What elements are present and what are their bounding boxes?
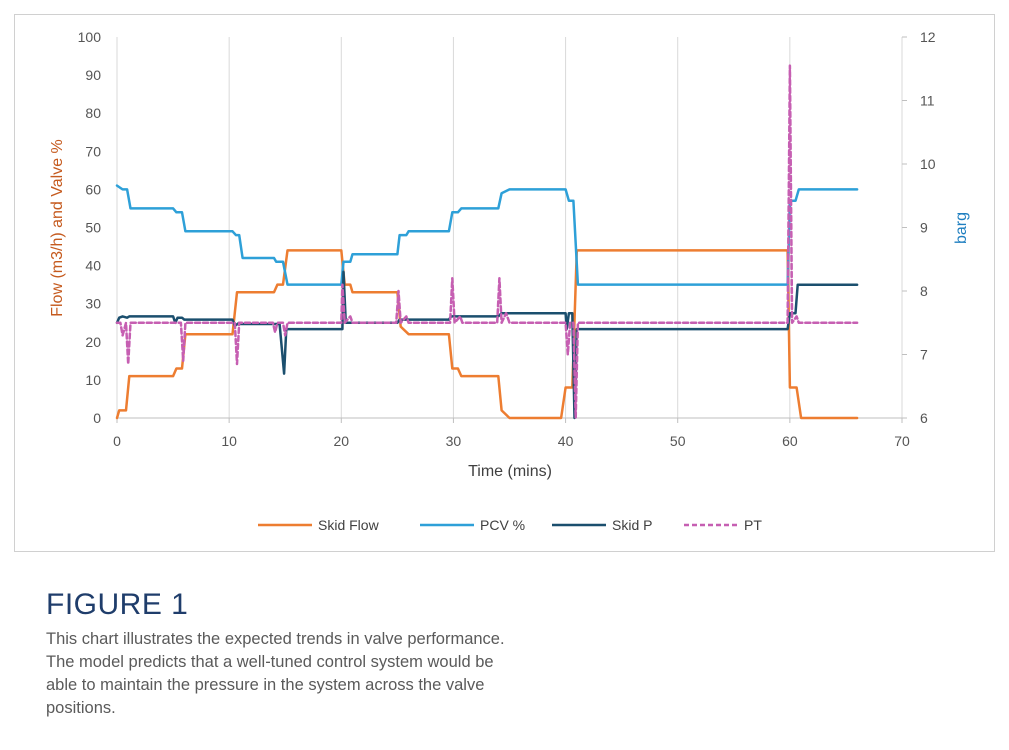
x-tick-label: 60	[782, 433, 798, 449]
x-tick-label: 50	[670, 433, 686, 449]
y-left-tick-label: 100	[78, 29, 102, 45]
caption-line: The model predicts that a well-tuned con…	[46, 653, 494, 671]
y-right-axis-title: barg	[953, 212, 970, 244]
series-line-skid-flow	[115, 249, 859, 420]
x-tick-label: 70	[894, 433, 910, 449]
tick-labels: 0 10 20 30 40 50 60 70 0 10 20 30 40 50 60 70 80 90 100 6 7 8…	[78, 29, 936, 449]
y-left-tick-label: 70	[85, 143, 101, 159]
x-tick-label: 30	[446, 433, 462, 449]
series-line-pt	[115, 64, 859, 420]
y-right-tick-label: 11	[920, 93, 935, 109]
caption-line: positions.	[46, 699, 116, 717]
y-left-tick-label: 20	[85, 334, 101, 350]
y-left-tick-label: 60	[85, 181, 101, 197]
legend-item-skid-flow: Skid Flow	[258, 517, 380, 533]
x-tick-label: 20	[333, 433, 349, 449]
caption-line: able to maintain the pressure in the sys…	[46, 676, 485, 694]
x-tick-label: 0	[113, 433, 121, 449]
y-right-tick-label: 12	[920, 29, 936, 45]
y-right-tick-label: 9	[920, 220, 928, 236]
y-left-axis-title: Flow (m3/h) and Valve %	[49, 139, 66, 317]
legend: Skid Flow PCV % Skid P PT	[258, 517, 762, 533]
x-tick-label: 40	[558, 433, 574, 449]
y-left-tick-label: 0	[93, 410, 101, 426]
caption-line: This chart illustrates the expected tren…	[46, 630, 505, 648]
legend-label-skid-flow: Skid Flow	[318, 517, 380, 533]
series-line-skid-p	[115, 270, 859, 420]
y-left-tick-label: 10	[85, 372, 101, 388]
y-right-tick-label: 8	[920, 283, 928, 299]
chart: 0 10 20 30 40 50 60 70 0 10 20 30 40 50 60 70 80 90 100 6 7 8…	[49, 29, 970, 533]
legend-label-skid-p: Skid P	[612, 517, 652, 533]
y-right-tick-label: 6	[920, 410, 928, 426]
y-right-tick-label: 10	[920, 156, 936, 172]
y-left-tick-label: 40	[85, 258, 101, 274]
y-left-tick-label: 80	[85, 105, 101, 121]
legend-item-skid-p: Skid P	[552, 517, 652, 533]
legend-item-pt: PT	[684, 517, 762, 533]
legend-item-pcv: PCV %	[420, 517, 525, 533]
series	[115, 64, 859, 420]
y-left-tick-label: 90	[85, 67, 101, 83]
figure-title: FIGURE 1	[46, 588, 189, 621]
x-tick-label: 10	[221, 433, 237, 449]
legend-label-pcv: PCV %	[480, 517, 525, 533]
chart-frame	[14, 14, 995, 552]
y-right-tick-label: 7	[920, 347, 928, 363]
legend-label-pt: PT	[744, 517, 762, 533]
x-axis-title: Time (mins)	[468, 463, 552, 480]
series-line-pcv	[115, 184, 859, 286]
y-left-tick-label: 50	[85, 220, 101, 236]
figure-description: This chart illustrates the expected tren…	[46, 628, 646, 720]
figure-caption: FIGURE 1 This chart illustrates the expe…	[46, 588, 646, 720]
y-left-tick-label: 30	[85, 296, 101, 312]
